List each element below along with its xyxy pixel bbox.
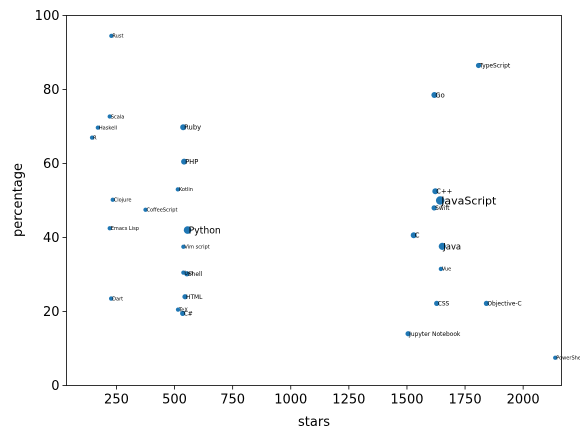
data-point (438, 266, 444, 272)
data-point (175, 307, 181, 312)
data-point (95, 125, 101, 130)
point-label: Dart (112, 296, 123, 302)
data-point (107, 114, 112, 119)
point-label: Go (435, 91, 444, 99)
data-point (434, 300, 440, 306)
plot-background (66, 15, 562, 386)
y-tick-label: 40 (43, 231, 60, 246)
y-tick-label: 80 (43, 83, 60, 98)
data-point (475, 62, 482, 69)
y-tick-label: 100 (35, 9, 60, 24)
point-label: C# (184, 311, 193, 317)
y-axis: 0 20 40 60 80 100 (35, 9, 67, 394)
y-tick-label: 60 (43, 157, 60, 172)
point-label: Objective-C (487, 301, 521, 307)
x-tick-label: 1750 (449, 393, 482, 408)
data-point (181, 158, 188, 165)
data-point (181, 244, 186, 249)
data-point (89, 135, 95, 140)
y-tick-label: 20 (43, 305, 60, 320)
point-label: TeX (178, 307, 188, 313)
data-point (107, 226, 112, 231)
y-axis-label: percentage (11, 163, 26, 237)
x-tick-label: 250 (104, 393, 129, 408)
data-point (143, 207, 148, 212)
point-label: Lua (184, 270, 193, 276)
data-point (431, 92, 438, 99)
data-point (182, 294, 188, 300)
point-label: Jupyter Notebook (408, 332, 461, 338)
data-point (183, 226, 192, 234)
data-point (180, 124, 187, 131)
x-tick-label: 500 (162, 393, 187, 408)
point-label: Vim script (184, 245, 209, 251)
point-label: Kotlin (179, 187, 193, 193)
point-label: Scala (111, 114, 125, 120)
point-label: PowerShell (556, 356, 580, 362)
point-label: Clojure (114, 198, 132, 204)
y-tick-label: 0 (51, 379, 59, 394)
point-label: Java (442, 241, 461, 251)
data-point (435, 196, 445, 205)
point-label: R (93, 135, 97, 141)
data-point (431, 205, 437, 211)
data-point (432, 188, 439, 195)
point-label: Vue (442, 267, 451, 273)
point-label: TypeScript (479, 64, 511, 70)
data-point (483, 300, 490, 306)
x-tick-label: 1500 (390, 393, 423, 408)
data-point (109, 33, 114, 38)
plot-frame (66, 15, 562, 386)
x-tick-label: 1250 (332, 393, 365, 408)
point-label: Python (189, 225, 221, 236)
point-label: CoffeeScript (147, 208, 178, 214)
point-label: HTML (186, 295, 203, 301)
point-label: PHP (185, 158, 198, 166)
data-point (410, 232, 417, 239)
point-label: C (415, 232, 420, 240)
x-tick-label: 750 (220, 393, 245, 408)
x-axis: 250 500 750 1000 1250 1500 1750 2000 (104, 385, 540, 408)
data-point (175, 187, 180, 192)
data-point (184, 271, 190, 277)
point-label: Swift (435, 206, 450, 212)
point-label: Haskell (99, 125, 117, 131)
point-label: CSS (438, 301, 450, 307)
data-point (180, 310, 186, 316)
x-tick-label: 1000 (274, 393, 307, 408)
data-point (110, 197, 115, 202)
point-label: Ruby (184, 124, 201, 132)
x-tick-label: 2000 (507, 393, 540, 408)
x-axis-label: stars (298, 415, 330, 430)
point-label: Shell (188, 272, 203, 278)
point-label: JavaScript (440, 194, 497, 207)
point-labels: Rust TypeScript Go Scala Haskell Ruby R PHP Kotl… (93, 34, 580, 362)
point-label: Emacs Lisp (111, 226, 139, 232)
data-point (108, 296, 114, 301)
data-point (553, 355, 558, 360)
data-point (438, 242, 446, 250)
data-points (89, 33, 558, 360)
point-label: Rust (112, 34, 123, 40)
data-point (405, 331, 411, 337)
point-label: C++ (436, 188, 452, 196)
